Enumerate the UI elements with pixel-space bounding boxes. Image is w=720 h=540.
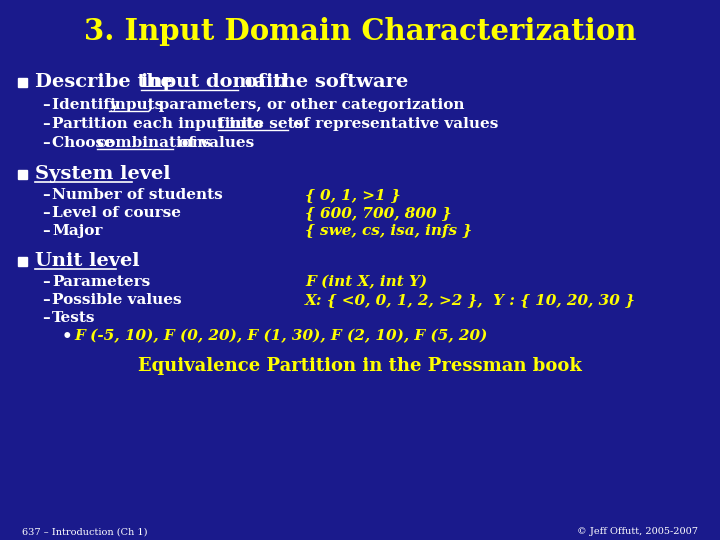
Text: Describe the: Describe the bbox=[35, 73, 179, 91]
Text: Possible values: Possible values bbox=[52, 293, 181, 307]
Text: X: { <0, 0, 1, 2, >2 },  Y : { 10, 20, 30 }: X: { <0, 0, 1, 2, >2 }, Y : { 10, 20, 30… bbox=[305, 293, 636, 307]
Text: Major: Major bbox=[52, 224, 102, 238]
Text: { 0, 1, >1 }: { 0, 1, >1 } bbox=[305, 188, 400, 202]
Text: –: – bbox=[42, 224, 50, 238]
Text: –: – bbox=[42, 136, 50, 150]
Text: System level: System level bbox=[35, 165, 171, 183]
Text: Choose: Choose bbox=[52, 136, 119, 150]
Text: Unit level: Unit level bbox=[35, 252, 140, 270]
Text: Number of students: Number of students bbox=[52, 188, 222, 202]
Text: F (-5, 10), F (0, 20), F (1, 30), F (2, 10), F (5, 20): F (-5, 10), F (0, 20), F (1, 30), F (2, … bbox=[74, 329, 487, 343]
Text: F (int X, int Y): F (int X, int Y) bbox=[305, 275, 427, 289]
Bar bbox=[18, 170, 27, 179]
Text: { swe, cs, isa, infs }: { swe, cs, isa, infs } bbox=[305, 224, 472, 238]
Text: –: – bbox=[42, 117, 50, 131]
Bar bbox=[18, 78, 27, 86]
Text: Tests: Tests bbox=[52, 311, 96, 325]
Text: combinations: combinations bbox=[96, 136, 212, 150]
Text: 637 – Introduction (Ch 1): 637 – Introduction (Ch 1) bbox=[22, 528, 148, 537]
Text: input domain: input domain bbox=[140, 73, 287, 91]
Text: –: – bbox=[42, 311, 50, 325]
Text: Identify: Identify bbox=[52, 98, 124, 112]
Text: –: – bbox=[42, 206, 50, 220]
Text: of representative values: of representative values bbox=[288, 117, 498, 131]
Text: –: – bbox=[42, 98, 50, 112]
Bar bbox=[18, 257, 27, 266]
Text: { 600, 700, 800 }: { 600, 700, 800 } bbox=[305, 206, 451, 220]
Text: finite sets: finite sets bbox=[218, 117, 303, 131]
Text: of the software: of the software bbox=[238, 73, 408, 91]
Text: © Jeff Offutt, 2005-2007: © Jeff Offutt, 2005-2007 bbox=[577, 528, 698, 537]
Text: –: – bbox=[42, 293, 50, 307]
Text: Level of course: Level of course bbox=[52, 206, 181, 220]
Text: Partition each input into: Partition each input into bbox=[52, 117, 269, 131]
Text: 3. Input Domain Characterization: 3. Input Domain Characterization bbox=[84, 17, 636, 46]
Text: –: – bbox=[42, 275, 50, 289]
Text: •: • bbox=[62, 327, 73, 345]
Text: Equivalence Partition in the Pressman book: Equivalence Partition in the Pressman bo… bbox=[138, 357, 582, 375]
Text: inputs: inputs bbox=[109, 98, 163, 112]
Text: Parameters: Parameters bbox=[52, 275, 150, 289]
Text: –: – bbox=[42, 188, 50, 202]
Text: , parameters, or other categorization: , parameters, or other categorization bbox=[148, 98, 464, 112]
Text: of values: of values bbox=[174, 136, 254, 150]
